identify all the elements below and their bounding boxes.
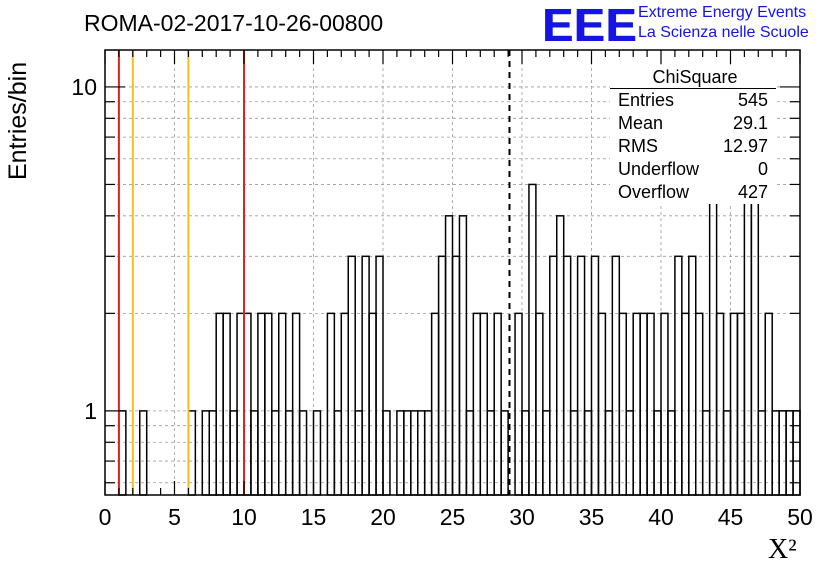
stats-value: 12.97 (722, 136, 768, 156)
histogram-bin (451, 255, 461, 496)
x-tick-label: 35 (579, 504, 605, 530)
tick-labels: 0 5 10 15 20 25 30 35 40 45 50 1 10 (71, 74, 812, 530)
histogram-bin (549, 255, 558, 496)
stats-value: 545 (737, 90, 768, 110)
axis-ticks (104, 50, 801, 495)
histogram-bin (375, 255, 384, 496)
stats-row: Overflow 427 (610, 181, 776, 204)
stats-row: Entries 545 (610, 89, 776, 112)
histogram-bin (646, 312, 655, 496)
x-tick-label: 20 (370, 504, 396, 530)
histogram-bin (493, 312, 502, 496)
histogram-bin (681, 312, 690, 496)
histogram-bin (222, 312, 231, 496)
y-tick-label: 1 (84, 398, 97, 424)
histogram-bin (576, 255, 586, 496)
x-tick-label: 10 (231, 504, 257, 530)
logo-line-2: La Scienza nelle Scuole (638, 24, 809, 41)
x-tick-label: 45 (718, 504, 744, 530)
stats-value: 0 (757, 159, 768, 179)
y-tick-label: 10 (71, 74, 97, 100)
stats-label: Overflow (618, 182, 690, 202)
x-tick-label: 15 (301, 504, 327, 530)
logo-text: Extreme Energy Events La Scienza nelle S… (638, 3, 809, 43)
x-tick-label: 30 (509, 504, 535, 530)
histogram-bin (361, 255, 370, 496)
x-tick-label: 50 (787, 504, 813, 530)
stats-row: RMS 12.97 (610, 135, 776, 158)
x-tick-label: 5 (168, 504, 181, 530)
histogram-bin (291, 312, 301, 496)
stats-label: Entries (618, 90, 675, 110)
histogram-bin (326, 312, 336, 496)
histogram-bin (472, 312, 482, 496)
histogram-bin (639, 312, 648, 496)
histogram-bin (764, 312, 773, 496)
stats-label: RMS (618, 136, 658, 156)
histogram-bin (215, 312, 224, 496)
logo-line-1: Extreme Energy Events (638, 4, 807, 21)
histogram-bin (556, 215, 565, 496)
histogram-bin (340, 312, 349, 496)
chart-title: ROMA-02-2017-10-26-00800 (84, 10, 384, 36)
histogram-bin (674, 255, 683, 496)
stats-value: 427 (737, 182, 768, 202)
histogram-bin (514, 312, 523, 496)
histogram-bin (535, 312, 544, 496)
histogram-bin (243, 312, 252, 496)
histogram-bin (695, 312, 704, 496)
histogram-bin (750, 183, 760, 496)
histogram-bin (562, 255, 572, 496)
x-tick-label: 40 (648, 504, 674, 530)
reference-lines (117, 50, 511, 495)
histogram-bin (479, 312, 488, 496)
stats-rows: Entries 545 Mean 29.1 RMS 12.97 Underflow 0 Over… (610, 89, 776, 204)
histogram-bin (618, 312, 627, 496)
histogram-bin (347, 255, 356, 496)
histogram-bin (430, 312, 440, 496)
stats-title: ChiSquare (610, 66, 776, 89)
histogram-bin (708, 183, 718, 496)
histogram-bin (736, 312, 746, 496)
histogram-bin (688, 255, 697, 496)
histogram-bin (437, 255, 447, 496)
x-axis-label: X² (768, 534, 797, 565)
x-tick-label: 0 (99, 504, 112, 530)
stats-value: 29.1 (732, 113, 768, 133)
histogram-bin (257, 312, 266, 496)
histogram-bin (458, 215, 468, 496)
stats-label: Underflow (618, 159, 700, 179)
y-axis-label: Entries/bin (4, 61, 32, 180)
histogram-bin (590, 255, 600, 496)
histogram-bin (660, 312, 669, 496)
histogram-bin (597, 312, 607, 496)
histogram-bin (278, 312, 287, 496)
histogram-bin (611, 255, 621, 496)
histogram-bin (729, 312, 739, 496)
stats-box: ChiSquare Entries 545 Mean 29.1 RMS 12.97 Unde… (610, 66, 776, 204)
histogram-bin (715, 312, 725, 496)
x-tick-label: 25 (440, 504, 466, 530)
stats-row: Mean 29.1 (610, 112, 776, 135)
stats-label: Mean (618, 113, 664, 133)
eee-logo: EEE (542, 0, 638, 51)
histogram-bin (444, 215, 454, 496)
histogram-bin (632, 312, 641, 496)
stats-row: Underflow 0 (610, 158, 776, 181)
histogram-bin (368, 312, 377, 496)
histogram-bin (528, 183, 537, 496)
histogram-bin (236, 312, 245, 496)
histogram-bin (264, 312, 273, 496)
